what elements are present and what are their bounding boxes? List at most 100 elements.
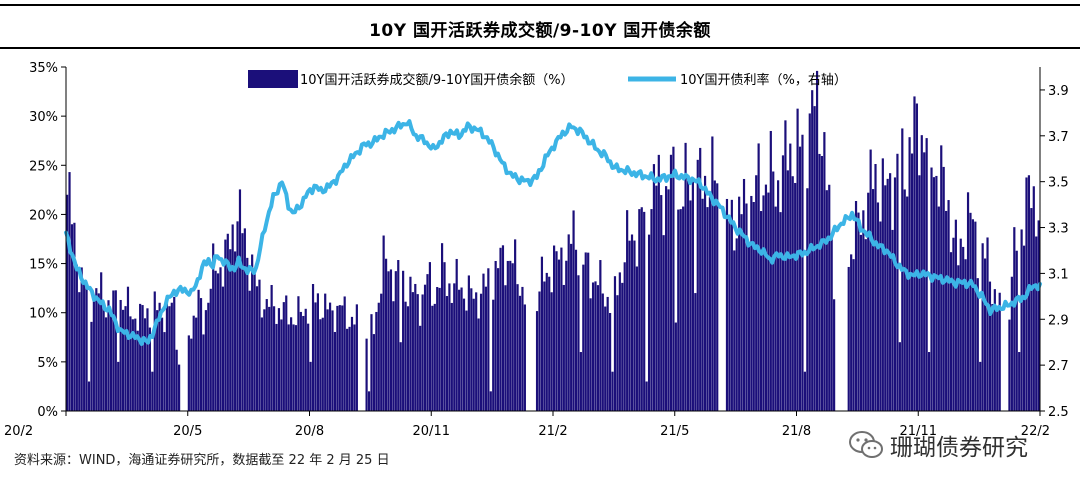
bar (448, 283, 451, 411)
bar (1022, 245, 1026, 411)
bar (338, 305, 341, 411)
bar (655, 185, 658, 411)
bar (910, 153, 914, 411)
title-rule (0, 47, 1080, 49)
bar (784, 120, 787, 411)
bar (806, 188, 809, 411)
bar (923, 152, 926, 411)
bar (725, 198, 729, 411)
bar (270, 285, 273, 411)
right-tick-label: 3.3 (1048, 222, 1069, 237)
bar (1008, 319, 1011, 411)
bar (577, 275, 580, 411)
bar (660, 195, 663, 411)
bar (365, 338, 368, 411)
bar (380, 293, 383, 411)
bar (75, 264, 78, 411)
bar (708, 197, 712, 411)
bar (316, 293, 319, 411)
bar (801, 134, 804, 412)
x-tick-label: 20/5 (173, 424, 202, 439)
bar (813, 106, 816, 411)
bar (906, 196, 909, 411)
bar (292, 324, 295, 411)
bar (160, 317, 164, 411)
left-tick-label: 10% (29, 307, 58, 322)
bar (665, 186, 668, 411)
chart-title: 10Y 国开活跃券成交额/9-10Y 国开债余额 (369, 21, 711, 41)
bar (609, 312, 612, 411)
bar (263, 309, 266, 411)
bar (482, 273, 485, 411)
bar (114, 290, 117, 411)
bar (124, 306, 127, 411)
bar (341, 305, 344, 411)
bar (794, 182, 797, 411)
bar (1013, 227, 1016, 411)
bar (479, 293, 483, 411)
bar (555, 251, 558, 411)
bar (511, 263, 514, 411)
bar (258, 279, 261, 411)
bar (626, 210, 629, 411)
bar (699, 147, 702, 412)
x-tick-label: 22/2 (1021, 424, 1050, 439)
bar (779, 212, 782, 411)
bar (131, 319, 134, 411)
bar (971, 219, 975, 411)
bar (277, 308, 281, 411)
bar (750, 195, 753, 411)
bar-series (66, 70, 1040, 412)
bar (677, 209, 680, 411)
bar (913, 96, 916, 412)
bar (333, 331, 337, 411)
bar (399, 342, 402, 411)
left-tick-label: 15% (29, 258, 58, 273)
bar (353, 324, 356, 411)
bar (777, 180, 780, 411)
bar (572, 210, 575, 411)
bar (487, 268, 490, 411)
bar (957, 265, 960, 411)
bar (394, 271, 397, 411)
bar (762, 195, 765, 411)
bar (348, 326, 351, 411)
bar (730, 199, 733, 411)
bar (148, 327, 151, 411)
bar (1020, 229, 1023, 411)
bar (122, 309, 125, 411)
bar (742, 178, 746, 411)
bar (574, 249, 578, 411)
bar (764, 184, 768, 411)
bar (550, 292, 553, 411)
bar (139, 303, 142, 411)
bar (260, 317, 263, 411)
bar (221, 286, 225, 411)
bar (202, 334, 205, 411)
bar (859, 234, 862, 411)
bar (633, 240, 636, 411)
bar (234, 251, 237, 411)
bar (136, 330, 139, 411)
bar (518, 295, 522, 411)
bar (285, 295, 288, 411)
bar (440, 243, 444, 411)
bar (404, 301, 407, 411)
bar (969, 212, 972, 411)
bar (738, 196, 741, 411)
bar (606, 296, 609, 411)
bar (1037, 220, 1040, 411)
bar (599, 260, 602, 411)
bar (265, 299, 268, 411)
bar (962, 246, 965, 411)
bar (964, 259, 967, 411)
bar (389, 269, 393, 411)
right-tick-label: 3.7 (1048, 130, 1069, 145)
bar (567, 234, 570, 411)
bar (443, 262, 446, 411)
bar (268, 306, 271, 411)
bar (492, 299, 495, 411)
bar (879, 221, 882, 411)
bar (538, 291, 541, 411)
bar (207, 302, 210, 411)
